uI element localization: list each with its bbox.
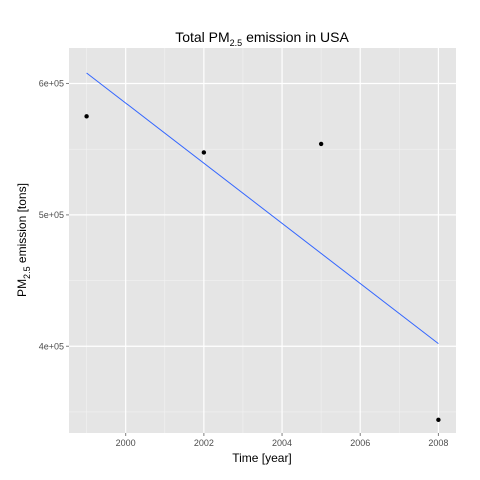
x-tick-label: 2000: [116, 438, 136, 448]
data-layer: [84, 72, 441, 423]
x-axis: 2000 2002 2004 2006 2008: [116, 433, 448, 448]
x-tick-label: 2002: [194, 438, 214, 448]
y-axis: 4e+05 5e+05 6e+05: [39, 78, 69, 351]
data-point: [318, 141, 324, 147]
data-point: [436, 417, 441, 423]
minor-gridlines: [69, 48, 456, 433]
data-point: [201, 150, 207, 155]
x-axis-title: Time [year]: [232, 451, 292, 465]
y-tick-label: 6e+05: [39, 78, 64, 88]
y-tick-label: 5e+05: [39, 210, 64, 220]
x-tick-label: 2008: [428, 438, 448, 448]
y-tick-label: 4e+05: [39, 341, 64, 351]
chart-title: Total PM2.5 emission in USA: [175, 29, 349, 48]
major-gridlines: [69, 48, 456, 433]
y-axis-title: PM2.5 emission [tons]: [15, 183, 32, 297]
x-tick-label: 2006: [350, 438, 370, 448]
data-point: [84, 114, 89, 119]
trend-line: [86, 72, 439, 345]
x-tick-label: 2004: [272, 438, 292, 448]
plot-panel: [69, 48, 456, 433]
